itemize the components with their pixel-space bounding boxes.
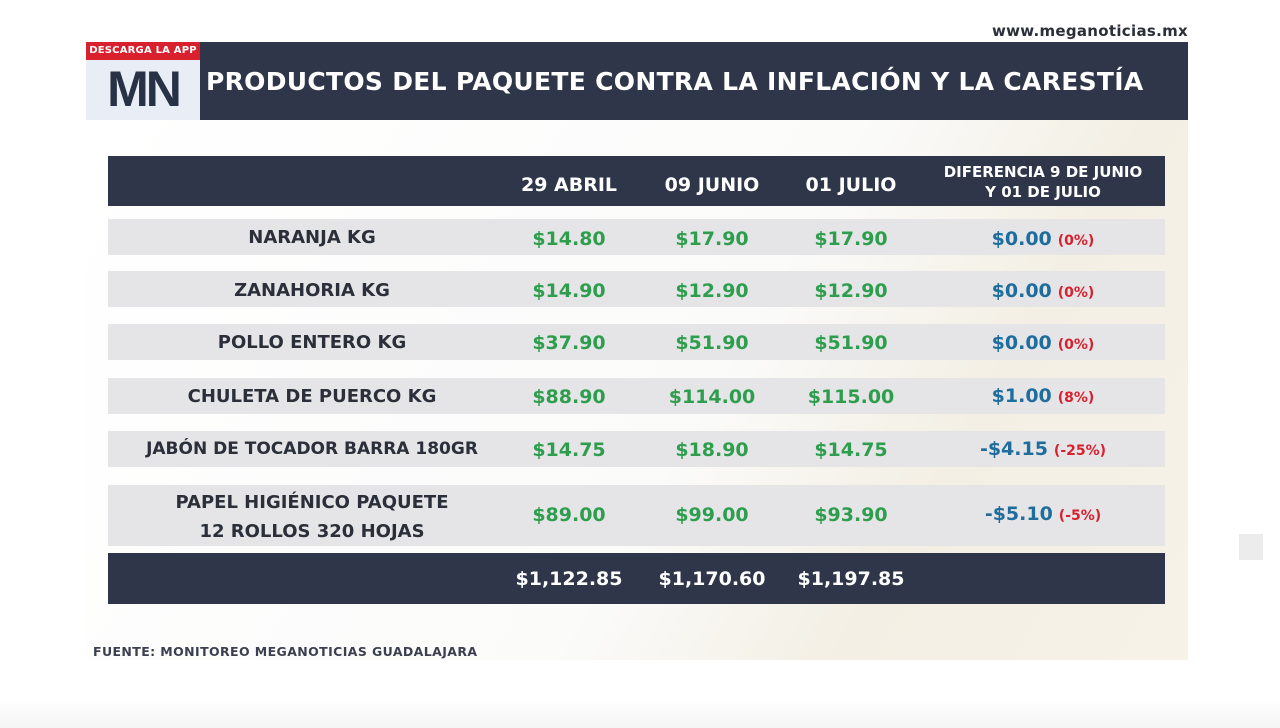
side-control[interactable] xyxy=(1239,534,1263,560)
column-header-09-junio: 09 JUNIO xyxy=(664,174,760,196)
table-row xyxy=(108,271,1165,307)
price-09-junio: $114.00 xyxy=(668,386,756,408)
product-name: POLLO ENTERO KG xyxy=(217,332,407,353)
product-name: NARANJA KG xyxy=(248,227,376,248)
price-29-abril: $14.90 xyxy=(532,280,606,302)
product-name: ZANAHORIA KG xyxy=(234,280,390,301)
price-09-junio: $51.90 xyxy=(675,332,749,354)
header-bar xyxy=(86,42,1188,120)
price-01-julio: $115.00 xyxy=(807,386,895,408)
table-row xyxy=(108,378,1165,414)
product-name: JABÓN DE TOCADOR BARRA 180GR xyxy=(146,439,478,459)
total-09-junio: $1,170.60 xyxy=(658,568,766,590)
product-name: PAPEL HIGIÉNICO PAQUETE 12 ROLLOS 320 HO… xyxy=(108,488,516,546)
table-row xyxy=(108,485,1165,546)
price-29-abril: $37.90 xyxy=(532,332,606,354)
difference-cell: $0.00 (0%) xyxy=(918,280,1168,302)
difference-percent: (-25%) xyxy=(1053,443,1107,459)
column-header-29-abril: 29 ABRIL xyxy=(520,174,618,196)
download-app-badge[interactable]: DESCARGA LA APP xyxy=(86,42,200,60)
price-01-julio: $12.90 xyxy=(814,280,888,302)
price-09-junio: $99.00 xyxy=(675,504,749,526)
column-header-bar xyxy=(108,156,1165,206)
bottom-fade xyxy=(0,700,1280,728)
source-note: FUENTE: MONITOREO MEGANOTICIAS GUADALAJA… xyxy=(93,644,478,659)
product-name: CHULETA DE PUERCO KG xyxy=(187,386,437,407)
difference-value: $0.00 xyxy=(991,332,1052,354)
column-header-diferencia: DIFERENCIA 9 DE JUNIO Y 01 DE JULIO xyxy=(918,162,1168,202)
difference-value: $0.00 xyxy=(991,228,1052,250)
price-29-abril: $88.90 xyxy=(532,386,606,408)
price-29-abril: $89.00 xyxy=(532,504,606,526)
price-29-abril: $14.80 xyxy=(532,228,606,250)
difference-value: $1.00 xyxy=(991,385,1052,407)
column-header-01-julio: 01 JULIO xyxy=(805,174,897,196)
headline: PRODUCTOS DEL PAQUETE CONTRA LA INFLACIÓ… xyxy=(206,67,1144,96)
price-09-junio: $17.90 xyxy=(675,228,749,250)
table-row xyxy=(108,431,1165,467)
difference-value: $0.00 xyxy=(991,280,1052,302)
price-09-junio: $18.90 xyxy=(675,439,749,461)
price-01-julio: $51.90 xyxy=(814,332,888,354)
totals-bar xyxy=(108,553,1165,604)
price-01-julio: $14.75 xyxy=(814,439,888,461)
table-row xyxy=(108,219,1165,255)
difference-cell: -$5.10 (-5%) xyxy=(918,503,1168,525)
difference-cell: $0.00 (0%) xyxy=(918,228,1168,250)
difference-percent: (0%) xyxy=(1057,337,1095,353)
price-01-julio: $17.90 xyxy=(814,228,888,250)
difference-percent: (8%) xyxy=(1057,390,1095,406)
diferencia-line-1: DIFERENCIA 9 DE JUNIO xyxy=(943,163,1143,181)
difference-value: -$4.15 xyxy=(979,438,1048,460)
price-29-abril: $14.75 xyxy=(532,439,606,461)
total-29-abril: $1,122.85 xyxy=(515,568,623,590)
price-01-julio: $93.90 xyxy=(814,504,888,526)
difference-value: -$5.10 xyxy=(984,503,1053,525)
table-row xyxy=(108,324,1165,360)
mn-logo: MN xyxy=(107,61,182,117)
price-09-junio: $12.90 xyxy=(675,280,749,302)
product-name-line-1: PAPEL HIGIÉNICO PAQUETE xyxy=(175,492,449,513)
difference-cell: $1.00 (8%) xyxy=(918,385,1168,407)
difference-cell: $0.00 (0%) xyxy=(918,332,1168,354)
difference-percent: (0%) xyxy=(1057,233,1095,249)
total-01-julio: $1,197.85 xyxy=(797,568,905,590)
product-name-line-2: 12 ROLLOS 320 HOJAS xyxy=(199,521,425,542)
diferencia-line-2: Y 01 DE JULIO xyxy=(985,183,1101,201)
difference-percent: (-5%) xyxy=(1058,508,1102,524)
site-url[interactable]: www.meganoticias.mx xyxy=(991,22,1188,40)
difference-cell: -$4.15 (-25%) xyxy=(918,438,1168,460)
difference-percent: (0%) xyxy=(1057,285,1095,301)
